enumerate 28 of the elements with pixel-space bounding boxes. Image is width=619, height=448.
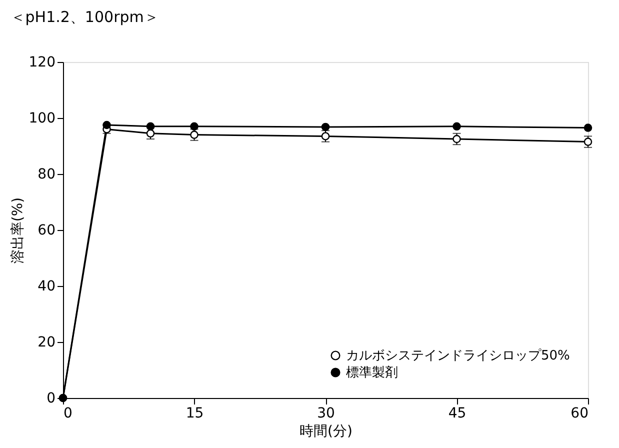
y-tick-label: 120 — [28, 54, 56, 70]
y-tick-label: 100 — [28, 110, 56, 126]
point — [146, 122, 155, 131]
legend-label: 標準製剤 — [346, 366, 398, 380]
point — [452, 122, 461, 131]
x-tick-label: 30 — [317, 406, 335, 422]
point — [102, 120, 111, 130]
x-tick-label: 15 — [186, 406, 204, 422]
point — [584, 124, 592, 132]
y-tick-label: 0 — [46, 390, 56, 406]
x-tick-label: 0 — [64, 406, 72, 422]
y-tick-label: 60 — [38, 222, 56, 238]
x-tick-label: 45 — [448, 406, 466, 422]
point — [452, 134, 461, 144]
point — [321, 132, 330, 140]
point — [190, 130, 198, 139]
y-tick-label: 20 — [38, 334, 56, 350]
point — [584, 138, 592, 146]
point — [190, 122, 198, 131]
y-tick-label: 40 — [38, 278, 56, 294]
chart-title: ＜pH1.2、100rpm＞ — [10, 8, 159, 26]
point — [321, 122, 330, 132]
y-axis-title: 溶出率(%) — [10, 197, 26, 264]
point — [146, 129, 155, 138]
legend-label: カルボシステインドライシロップ50% — [346, 348, 570, 364]
y-tick-label: 80 — [38, 166, 56, 182]
x-tick-label: 60 — [570, 406, 588, 422]
x-axis-title: 時間(分) — [300, 424, 352, 440]
